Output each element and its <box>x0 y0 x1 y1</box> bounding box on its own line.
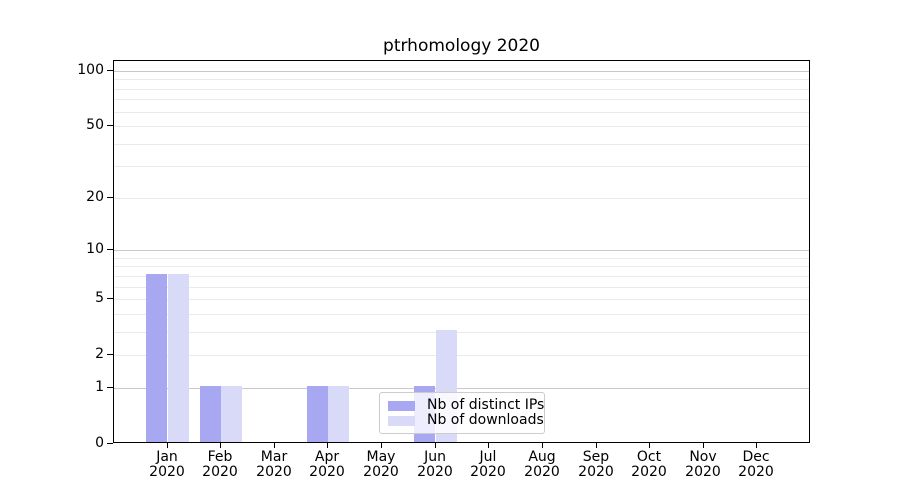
x-tick-month: Apr <box>314 449 340 465</box>
x-tick-month: Mar <box>260 449 288 465</box>
x-tick-year: 2020 <box>309 464 345 480</box>
y-tick <box>107 70 113 71</box>
x-tick <box>167 443 168 448</box>
legend-swatch-downloads <box>388 415 415 426</box>
y-tick-label: 100 <box>77 62 104 78</box>
gridline-minor <box>114 314 809 315</box>
x-tick <box>703 443 704 448</box>
x-tick <box>435 443 436 448</box>
x-tick-month: Jan <box>156 449 178 465</box>
gridline-minor <box>114 198 809 199</box>
x-tick-year: 2020 <box>417 464 453 480</box>
gridline-minor <box>114 79 809 80</box>
x-tick-label-apr: Apr 2020 <box>295 450 359 480</box>
x-tick-label-mar: Mar 2020 <box>242 450 306 480</box>
x-tick <box>220 443 221 448</box>
gridline-minor <box>114 99 809 100</box>
y-tick <box>107 125 113 126</box>
legend: Nb of distinct IPs Nb of downloads <box>379 392 545 434</box>
y-tick <box>107 443 113 444</box>
x-tick <box>488 443 489 448</box>
x-tick <box>381 443 382 448</box>
y-tick-label: 50 <box>86 117 104 133</box>
y-tick-label: 0 <box>95 435 104 451</box>
x-tick-month: Aug <box>528 449 556 465</box>
gridline-minor <box>114 144 809 145</box>
legend-label-downloads: Nb of downloads <box>427 412 544 428</box>
legend-item-downloads: Nb of downloads <box>388 413 544 428</box>
x-tick-year: 2020 <box>578 464 614 480</box>
x-tick-label-sep: Sep 2020 <box>564 450 628 480</box>
gridline-major <box>114 71 809 72</box>
bar-nb-of-downloads-jan <box>168 274 189 442</box>
x-tick-label-may: May 2020 <box>349 450 413 480</box>
x-tick-month: Dec <box>742 449 770 465</box>
y-tick-label: 2 <box>95 346 104 362</box>
bar-nb-of-distinct-ips-feb <box>200 386 221 442</box>
x-tick-year: 2020 <box>738 464 774 480</box>
y-tick-label: 1 <box>95 379 104 395</box>
x-tick-label-jan: Jan 2020 <box>135 450 199 480</box>
y-tick <box>107 197 113 198</box>
bar-nb-of-downloads-feb <box>221 386 242 442</box>
gridline-minor <box>114 126 809 127</box>
gridline-major <box>114 250 809 251</box>
x-tick-label-oct: Oct 2020 <box>617 450 681 480</box>
gridline-minor <box>114 89 809 90</box>
plot-area: Nb of distinct IPs Nb of downloads <box>113 60 810 443</box>
gridline-minor <box>114 287 809 288</box>
x-tick-year: 2020 <box>256 464 292 480</box>
x-tick <box>756 443 757 448</box>
bar-nb-of-distinct-ips-apr <box>307 386 328 442</box>
x-tick-year: 2020 <box>524 464 560 480</box>
x-tick-label-jul: Jul 2020 <box>456 450 520 480</box>
x-tick <box>649 443 650 448</box>
gridline-minor <box>114 355 809 356</box>
legend-swatch-distinct-ips <box>388 400 415 411</box>
x-tick-month: Sep <box>582 449 610 465</box>
bar-nb-of-downloads-apr <box>328 386 349 442</box>
legend-item-distinct-ips: Nb of distinct IPs <box>388 398 544 413</box>
chart-title: ptrhomology 2020 <box>383 36 540 56</box>
x-tick-year: 2020 <box>470 464 506 480</box>
x-tick <box>327 443 328 448</box>
gridline-minor <box>114 266 809 267</box>
gridline-minor <box>114 299 809 300</box>
x-tick-month: May <box>366 449 396 465</box>
x-tick-label-nov: Nov 2020 <box>671 450 735 480</box>
x-tick <box>274 443 275 448</box>
x-tick-month: Jul <box>479 449 497 465</box>
x-tick-year: 2020 <box>631 464 667 480</box>
gridline-minor <box>114 112 809 113</box>
x-tick-month: Jun <box>424 449 446 465</box>
x-tick-month: Feb <box>207 449 233 465</box>
y-tick-label: 20 <box>86 189 104 205</box>
x-tick-year: 2020 <box>685 464 721 480</box>
x-tick-month: Oct <box>636 449 662 465</box>
y-tick <box>107 298 113 299</box>
legend-label-distinct-ips: Nb of distinct IPs <box>427 397 545 413</box>
y-tick <box>107 387 113 388</box>
x-tick-label-jun: Jun 2020 <box>403 450 467 480</box>
x-tick-label-feb: Feb 2020 <box>188 450 252 480</box>
gridline-minor <box>114 258 809 259</box>
y-tick-label: 10 <box>86 241 104 257</box>
y-tick-label: 5 <box>95 290 104 306</box>
x-tick-year: 2020 <box>202 464 238 480</box>
gridline-minor <box>114 276 809 277</box>
x-tick-month: Nov <box>689 449 717 465</box>
bar-nb-of-distinct-ips-jan <box>146 274 167 442</box>
x-tick-label-aug: Aug 2020 <box>510 450 574 480</box>
x-tick-label-dec: Dec 2020 <box>724 450 788 480</box>
x-tick <box>542 443 543 448</box>
gridline-minor <box>114 166 809 167</box>
x-tick <box>596 443 597 448</box>
x-tick-year: 2020 <box>149 464 185 480</box>
y-tick <box>107 249 113 250</box>
y-tick <box>107 354 113 355</box>
gridline-minor <box>114 332 809 333</box>
x-tick-year: 2020 <box>363 464 399 480</box>
